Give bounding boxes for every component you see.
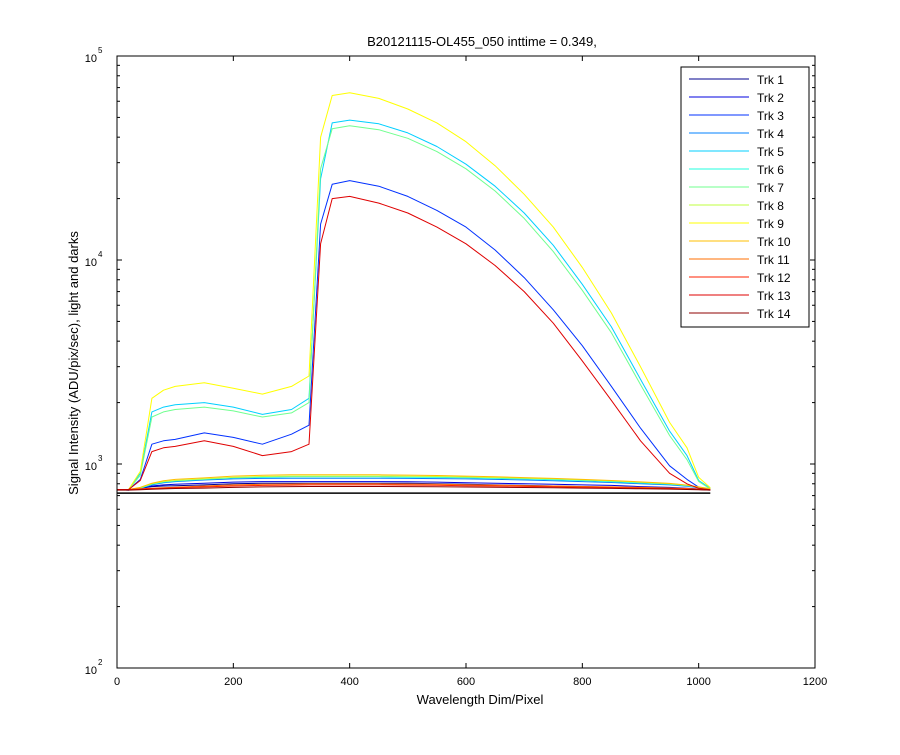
series-layer	[116, 92, 711, 494]
y-tick-label: 10	[85, 461, 97, 473]
y-tick-label: 10	[85, 53, 97, 65]
legend-entry-label: Trk 6	[757, 163, 784, 177]
legend-entry-label: Trk 2	[757, 91, 784, 105]
series-line-trk-2	[116, 481, 711, 491]
x-tick-label: 1000	[686, 676, 710, 688]
legend-entry-label: Trk 13	[757, 289, 791, 303]
x-tick-label: 0	[114, 676, 120, 688]
legend-entry-label: Trk 3	[757, 109, 784, 123]
y-tick-exponent: 5	[98, 46, 103, 55]
series-line-trk-10	[117, 474, 711, 490]
y-tick-exponent: 3	[98, 454, 103, 463]
legend-entry-label: Trk 11	[757, 253, 790, 267]
y-tick-label: 10	[85, 257, 97, 269]
legend-box	[680, 66, 810, 328]
x-axis-ticks: 0 200 400 600 800 1000 1200	[114, 56, 827, 688]
legend-entry-label: Trk 5	[757, 145, 784, 159]
legend-entry-label: Trk 4	[757, 127, 784, 141]
legend-entry-label: Trk 12	[757, 271, 791, 285]
y-tick-exponent: 2	[98, 658, 103, 667]
x-tick-label: 800	[573, 676, 591, 688]
series-line-trk-14	[117, 486, 711, 491]
x-tick-label: 400	[340, 676, 358, 688]
x-tick-label: 200	[224, 676, 242, 688]
y-tick-exponent: 4	[98, 250, 103, 259]
legend-entry-label: Trk 10	[757, 235, 791, 249]
series-line-trk-5	[117, 119, 711, 490]
x-tick-label: 1200	[803, 676, 827, 688]
series-line-trk-7	[117, 125, 711, 490]
legend-entry-label: Trk 8	[757, 199, 784, 213]
legend-entry-label: Trk 1	[757, 73, 784, 87]
chart-title: B20121115-OL455_050 inttime = 0.349,	[367, 34, 597, 49]
series-line-trk-3	[117, 180, 711, 490]
legend-entry-label: Trk 9	[757, 217, 784, 231]
series-line-trk-13	[117, 195, 711, 491]
legend-entry-label: Trk 14	[757, 307, 791, 321]
legend-entry-label: Trk 7	[757, 181, 784, 195]
y-tick-label: 10	[85, 665, 97, 677]
x-axis-label: Wavelength Dim/Pixel	[417, 692, 544, 707]
legend: Trk 1 Trk 2 Trk 3 Trk 4 Trk 5 Trk 6 Trk 7 Trk 8…	[680, 66, 810, 328]
series-line-trk-12	[117, 484, 711, 491]
y-axis-label: Signal Intensity (ADU/pix/sec), light an…	[66, 231, 81, 495]
series-line-trk-4	[117, 477, 711, 490]
x-tick-label: 600	[457, 676, 475, 688]
series-line-trk-9	[117, 92, 711, 490]
